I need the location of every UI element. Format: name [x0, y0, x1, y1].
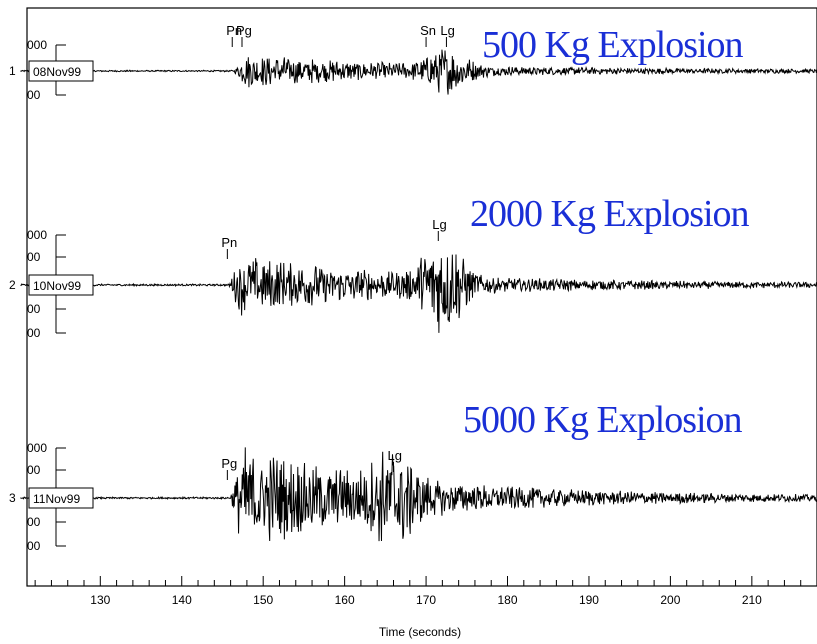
explosion-annotation: 2000 Kg Explosion — [470, 193, 750, 235]
x-tick-label: 130 — [90, 593, 110, 607]
date-box-frame — [28, 60, 94, 82]
amplitude-label: 000 — [27, 228, 47, 242]
x-axis: 130 140 150 160 170 180 190 200 210 — [34, 576, 817, 607]
x-axis-title: Time (seconds) — [379, 625, 461, 639]
trace-number: 1 — [9, 64, 16, 78]
explosion-annotation: 500 Kg Explosion — [482, 24, 744, 66]
x-tick-label: 210 — [742, 593, 762, 607]
date-label: 10Nov99 — [33, 279, 81, 293]
x-tick-label: 160 — [335, 593, 355, 607]
x-tick-label: 190 — [579, 593, 599, 607]
phase-label: Pg — [221, 456, 237, 471]
x-tick-label: 140 — [172, 593, 192, 607]
trace-number: 3 — [9, 491, 16, 505]
phase-label: Lg — [432, 217, 446, 232]
trace-number: 2 — [9, 278, 16, 292]
amplitude-label: 00 — [27, 250, 41, 264]
phase-label: Pn — [226, 23, 242, 38]
amplitude-label: 000 — [27, 441, 47, 455]
date-label-box: 08Nov99 — [28, 60, 94, 82]
phase-label: Sn — [420, 23, 436, 38]
amplitude-label: 00 — [27, 88, 41, 102]
amplitude-label: 000 — [27, 38, 47, 52]
x-tick-label: 180 — [497, 593, 517, 607]
explosion-annotation: 5000 Kg Explosion — [463, 399, 743, 441]
phase-label: Pg — [236, 23, 252, 38]
date-box-frame — [28, 274, 94, 296]
date-label: 11Nov99 — [33, 492, 80, 506]
date-label-box: 11Nov99 — [28, 487, 94, 509]
x-tick-label: 150 — [253, 593, 273, 607]
phase-label: Pn — [221, 235, 237, 250]
amplitude-label: 00 — [27, 302, 41, 316]
waveform-line — [20, 254, 817, 333]
amplitude-label: 00 — [27, 463, 41, 477]
x-tick-label: 170 — [416, 593, 436, 607]
x-tick-label: 200 — [660, 593, 680, 607]
amplitude-label: 00 — [27, 515, 41, 529]
date-label-box: 10Nov99 — [28, 274, 94, 296]
date-label: 08Nov99 — [33, 65, 81, 79]
amplitude-label: 00 — [27, 539, 41, 553]
waveform-line — [20, 49, 817, 95]
date-box-frame — [28, 487, 94, 509]
phase-label: Lg — [440, 23, 454, 38]
waveform-line — [20, 447, 817, 542]
plot-frame — [26, 7, 817, 587]
phase-label: Lg — [387, 448, 401, 463]
amplitude-label: 00 — [27, 326, 41, 340]
